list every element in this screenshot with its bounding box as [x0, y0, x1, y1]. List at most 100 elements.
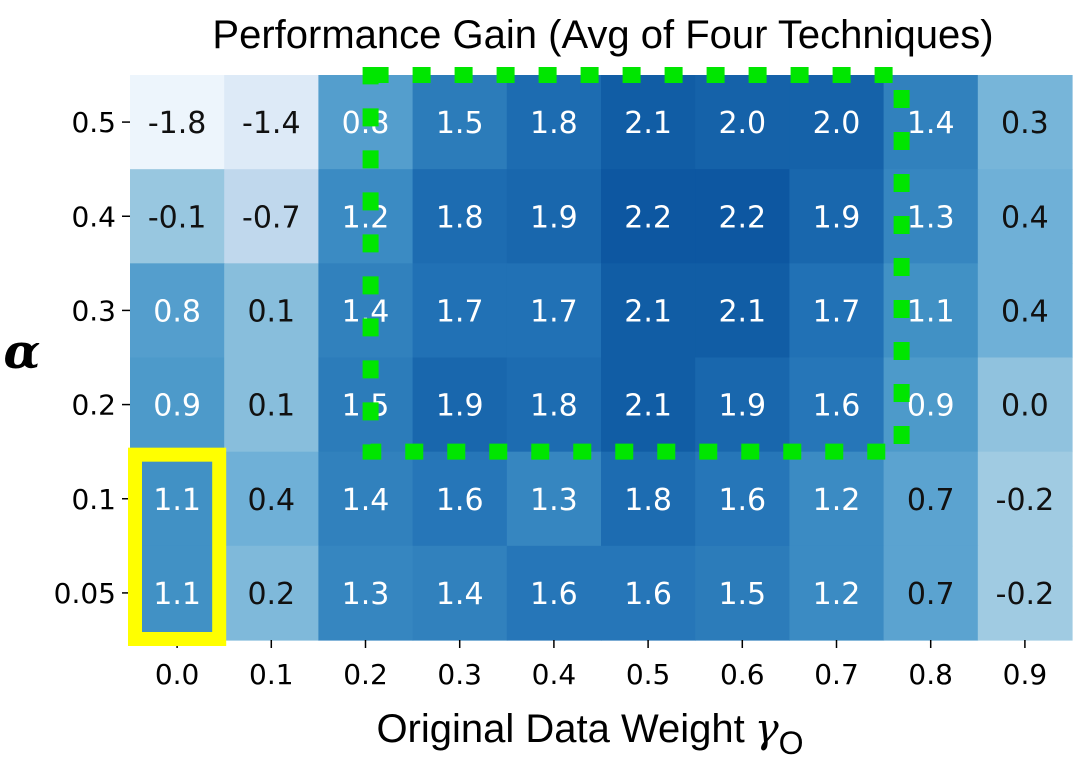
- chart-title: Performance Gain (Avg of Four Techniques…: [212, 13, 993, 57]
- heatmap-cell: [412, 75, 508, 170]
- cell-value-label: 1.6: [436, 483, 484, 518]
- cell-value-label: 0.8: [153, 294, 201, 329]
- heatmap-cell: [977, 169, 1073, 264]
- heatmap-cell: [789, 545, 885, 641]
- cell-value-label: 0.2: [247, 577, 295, 612]
- heatmap-cell: [130, 75, 225, 170]
- heatmap-cell: [506, 357, 602, 453]
- cell-value-label: 1.3: [342, 577, 390, 612]
- x-tick-label: 0.9: [1003, 658, 1048, 691]
- x-axis-ticks: 0.0 0.1 0.2 0.3 0.4 0.5 0.6 0.7 0.8 0.9: [155, 640, 1047, 691]
- cell-value-label: 1.8: [530, 389, 578, 424]
- cell-value-label: 1.1: [153, 483, 201, 518]
- heatmap-cell: [695, 169, 790, 264]
- cell-value-label: 1.3: [907, 200, 955, 235]
- heatmap-cell: [977, 357, 1073, 453]
- x-axis-label: Original Data Weight γO: [376, 706, 803, 761]
- cell-value-label: 1.9: [530, 200, 578, 235]
- heatmap-cell: [977, 75, 1073, 170]
- cell-value-label: 0.7: [907, 577, 955, 612]
- cell-value-label: -0.7: [242, 200, 301, 235]
- heatmap-cell: [412, 169, 508, 264]
- heatmap-cell: [506, 545, 602, 641]
- heatmap-cell: [789, 357, 885, 453]
- cell-value-label: -1.8: [148, 106, 207, 141]
- heatmap-cell: [224, 169, 319, 264]
- heatmap-cell: [789, 451, 885, 547]
- heatmap-cell: [977, 545, 1073, 641]
- heatmap-cell: [883, 545, 979, 641]
- y-tick-label: 0.1: [71, 483, 116, 516]
- cell-value-label: -0.1: [148, 200, 207, 235]
- x-tick-label: 0.6: [720, 658, 765, 691]
- cell-value-label: 0.3: [1001, 106, 1049, 141]
- heatmap-cell: [789, 263, 885, 359]
- heatmap-cell: [412, 545, 508, 641]
- heatmap-cell: [601, 545, 696, 641]
- heatmap-cell: [601, 451, 696, 547]
- cell-value-label: 1.6: [624, 577, 672, 612]
- y-tick-label: 0.4: [71, 200, 116, 233]
- y-tick-label: 0.3: [71, 294, 116, 327]
- x-axis-label-subscript: O: [779, 725, 804, 761]
- heatmap-cell: [318, 451, 414, 547]
- cell-value-label: 1.7: [813, 294, 861, 329]
- cell-value-label: 1.6: [530, 577, 578, 612]
- heatmap-cell: [224, 263, 319, 359]
- heatmap-cell: [601, 263, 696, 359]
- heatmap-cell: [506, 263, 602, 359]
- cell-value-label: 1.4: [342, 483, 390, 518]
- cell-value-label: 1.1: [907, 294, 955, 329]
- cell-value-label: 1.2: [813, 483, 861, 518]
- cell-value-label: 1.9: [813, 200, 861, 235]
- x-tick-label: 0.3: [437, 658, 482, 691]
- cell-value-label: 2.0: [813, 106, 861, 141]
- cell-value-label: 2.1: [624, 389, 672, 424]
- heatmap-cell: [412, 263, 508, 359]
- cell-value-label: 0.7: [907, 483, 955, 518]
- cell-value-label: -1.4: [242, 106, 301, 141]
- cell-value-label: 1.6: [718, 483, 766, 518]
- heatmap-cell: [977, 263, 1073, 359]
- cell-value-label: 1.7: [436, 294, 484, 329]
- cell-value-label: 2.1: [624, 294, 672, 329]
- x-tick-label: 0.7: [814, 658, 859, 691]
- cell-value-label: 1.5: [436, 106, 484, 141]
- x-tick-label: 0.0: [155, 658, 200, 691]
- heatmap-cell: [224, 451, 319, 547]
- cell-value-label: 2.0: [718, 106, 766, 141]
- heatmap-cell: [130, 451, 225, 547]
- y-axis-ticks: 0.5 0.4 0.3 0.2 0.1 0.05: [54, 106, 130, 610]
- green-dotted-highlight-box: [362, 67, 910, 460]
- cell-value-label: 2.1: [718, 294, 766, 329]
- heatmap-cell: [977, 451, 1073, 547]
- heatmap-cell: [601, 169, 696, 264]
- cell-value-label: 0.1: [247, 389, 295, 424]
- x-tick-label: 0.4: [532, 658, 577, 691]
- y-tick-label: 0.5: [71, 106, 116, 139]
- cell-value-label: 1.6: [813, 389, 861, 424]
- heatmap-cell: [789, 169, 885, 264]
- heatmap-cell: [695, 263, 790, 359]
- heatmap-cell: [224, 357, 319, 453]
- y-tick-label: 0.2: [71, 389, 116, 422]
- x-tick-label: 0.5: [626, 658, 671, 691]
- heatmap-cell: [883, 451, 979, 547]
- heatmap-cell: [130, 263, 225, 359]
- y-axis-label: α: [4, 324, 41, 380]
- x-tick-label: 0.8: [908, 658, 953, 691]
- cell-value-label: 1.3: [530, 483, 578, 518]
- heatmap-cell: [130, 545, 225, 641]
- cell-value-label: 1.7: [530, 294, 578, 329]
- cell-value-label: 1.8: [530, 106, 578, 141]
- cell-value-label: 0.1: [247, 294, 295, 329]
- heatmap-cells: [130, 75, 1073, 641]
- x-tick-label: 0.1: [249, 658, 294, 691]
- heatmap-cell: [695, 357, 790, 453]
- x-axis-label-symbol: γ: [755, 706, 779, 752]
- cell-value-label: 0.4: [247, 483, 295, 518]
- heatmap-cell: [695, 451, 790, 547]
- cell-value-label: 1.4: [907, 106, 955, 141]
- heatmap-cell: [412, 451, 508, 547]
